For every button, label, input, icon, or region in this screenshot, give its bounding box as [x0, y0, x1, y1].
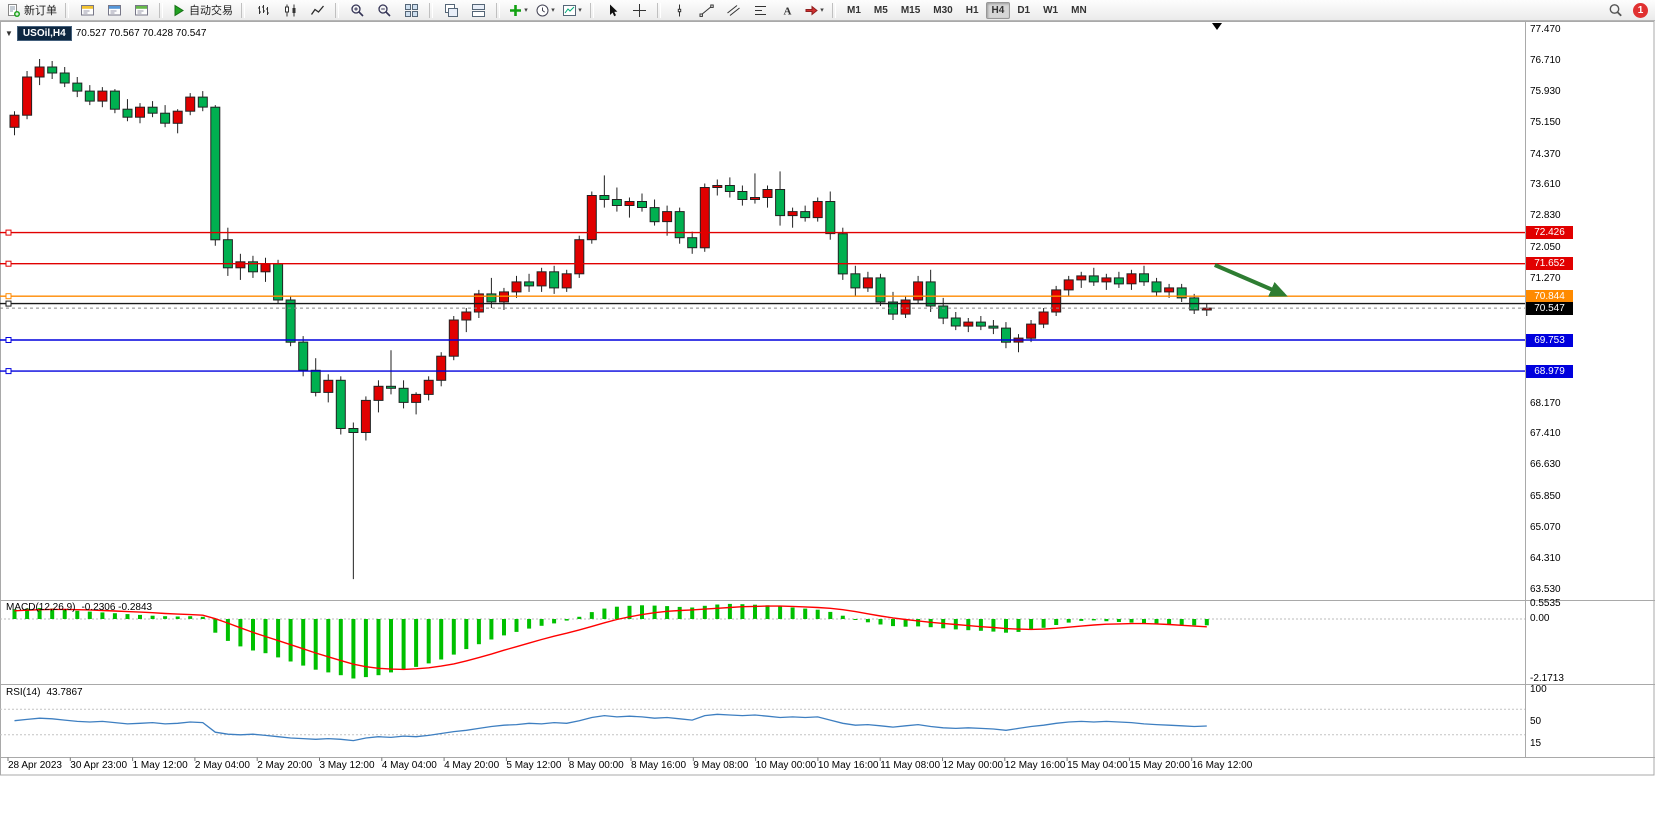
toolbar-separator: [429, 2, 433, 18]
candlestick-chart-button[interactable]: [277, 0, 303, 20]
autotrading-button[interactable]: 自动交易: [168, 0, 236, 20]
text-label-button[interactable]: A: [774, 0, 800, 20]
level-line-handle[interactable]: [5, 229, 12, 236]
level-line-handle[interactable]: [5, 293, 12, 300]
scroll-to-end-marker[interactable]: [1212, 23, 1222, 30]
bar-chart-button[interactable]: [250, 0, 276, 20]
zoom-in-button[interactable]: [344, 0, 370, 20]
notification-badge[interactable]: 1: [1633, 2, 1648, 18]
market-watch-button[interactable]: [74, 0, 100, 20]
equidistant-channel-button[interactable]: [720, 0, 746, 20]
chevron-down-icon: ▾: [524, 7, 528, 14]
new-order-button-label: 新订单: [24, 5, 57, 17]
macd-signal-line: [14, 605, 1207, 671]
timeframe-d1-button[interactable]: D1: [1017, 4, 1031, 16]
fibonacci-button[interactable]: [747, 0, 773, 20]
line-chart-button[interactable]: [304, 0, 330, 20]
trendline-button[interactable]: [693, 0, 719, 20]
toolbar-separator: [159, 2, 163, 18]
toolbar-separator: [496, 2, 500, 18]
cursor-button[interactable]: [599, 0, 625, 20]
level-line-handle[interactable]: [5, 337, 12, 343]
macd-histogram: [12, 603, 1209, 679]
toolbar-right-group: 1: [1602, 0, 1652, 20]
timeframe-m1-button[interactable]: M1: [847, 4, 861, 16]
search-button[interactable]: [1602, 0, 1628, 20]
rsi-line: [14, 713, 1207, 742]
autotrading-button-label: 自动交易: [189, 5, 233, 17]
toolbar-separator: [832, 2, 836, 18]
zoom-out-button[interactable]: [371, 0, 397, 20]
candlesticks: [9, 59, 1212, 580]
periods-button[interactable]: ▾: [532, 0, 558, 20]
toolbar-separator: [241, 2, 245, 18]
toolbar-separator: [657, 2, 661, 18]
timeframe-w1-button[interactable]: W1: [1043, 4, 1059, 16]
toolbar-separator: [65, 2, 69, 18]
chart-frame: [0, 21, 1655, 776]
timeframe-m15-button[interactable]: M15: [900, 4, 921, 16]
level-line-handle[interactable]: [5, 300, 12, 307]
tile-windows-button[interactable]: [398, 0, 424, 20]
timeframe-m30-button[interactable]: M30: [933, 4, 953, 16]
chevron-down-icon: ▾: [578, 7, 582, 14]
toolbar-separator: [590, 2, 594, 18]
svg-text:A: A: [783, 5, 791, 17]
level-line-handle[interactable]: [5, 368, 12, 375]
templates-button[interactable]: ▾: [559, 0, 585, 20]
timeframe-m5-button[interactable]: M5: [873, 4, 888, 16]
toolbar: 新订单 自动交易 ▾ ▾ ▾ A ▾ M1 M5 M15 M30 H1 H4 D1 W1 MN 1: [0, 0, 1655, 21]
cascade-windows-button[interactable]: [438, 0, 464, 20]
navigator-button[interactable]: [128, 0, 154, 20]
indicators-button[interactable]: ▾: [505, 0, 531, 20]
arrows-button[interactable]: ▾: [801, 0, 827, 20]
new-order-button[interactable]: 新订单: [3, 0, 60, 20]
timeframe-mn-button[interactable]: MN: [1071, 4, 1087, 16]
chevron-down-icon: ▾: [551, 7, 555, 14]
toolbar-separator: [335, 2, 339, 18]
chevron-down-icon: ▾: [820, 7, 824, 14]
arrange-windows-button[interactable]: [465, 0, 491, 20]
timeframe-h4-button[interactable]: H4: [985, 1, 1011, 19]
vertical-line-button[interactable]: [666, 0, 692, 20]
level-line-handle[interactable]: [5, 260, 12, 267]
crosshair-button[interactable]: [626, 0, 652, 20]
timeframe-h1-button[interactable]: H1: [965, 4, 979, 16]
data-window-button[interactable]: [101, 0, 127, 20]
trend-arrow-annotation[interactable]: [1214, 263, 1288, 297]
